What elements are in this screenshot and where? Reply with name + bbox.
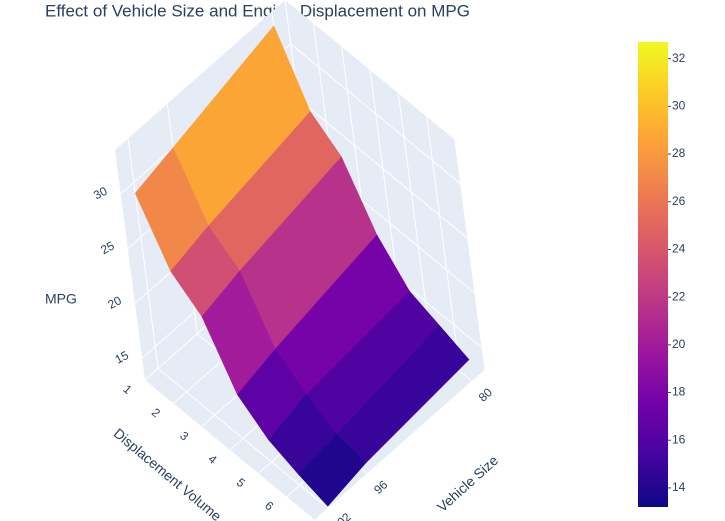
colorbar-tick-label: 26 [672,194,686,208]
grid-line [426,116,458,347]
labels: 1234567809610215202530 [91,184,495,521]
x-tick-label: 4 [205,452,219,467]
x-tick-label: 6 [262,499,276,514]
colorbar-tick-label: 18 [672,385,686,399]
colorbar-tick-label: 32 [672,51,686,65]
y-tick-label: 80 [476,385,496,405]
colorbar-tick-label: 24 [672,242,686,256]
z-tick-label: 30 [91,184,110,203]
surface-patch [297,433,367,507]
grid-line [454,139,486,371]
z-tick-label: 25 [98,238,117,257]
grid-line [290,43,462,185]
x-tick-label: 2 [149,405,163,420]
colorbar-tick-label: 22 [672,289,686,303]
colorbar-tick-label: 28 [672,146,686,160]
colorbar-tick-label: 20 [672,337,686,351]
colorbar [638,42,668,507]
colorbar-tick-label: 14 [672,480,686,494]
y-axis-title: Vehicle Size [434,452,502,515]
colorbar-tick-label: 30 [672,99,686,113]
x-tick-label: 1 [120,382,134,397]
colorbar-tick-label: 16 [672,432,686,446]
z-axis-title: MPG [45,291,77,307]
y-tick-label: 102 [329,510,353,521]
chart-title: Effect of Vehicle Size and Engine Displa… [45,1,470,20]
grid-line [127,138,159,369]
grid-line [297,98,469,239]
y-tick-label: 96 [371,477,391,497]
grid-line [314,369,486,521]
x-tick-label: 3 [177,429,191,444]
x-axis-title: Displacement Volume [111,425,225,521]
z-tick-label: 15 [113,348,132,367]
z-tick-label: 20 [105,293,124,312]
x-tick-label: 5 [234,475,248,490]
grid-line [369,69,401,301]
surface [134,25,470,507]
grid-line [157,368,329,509]
grid-line [397,93,429,324]
